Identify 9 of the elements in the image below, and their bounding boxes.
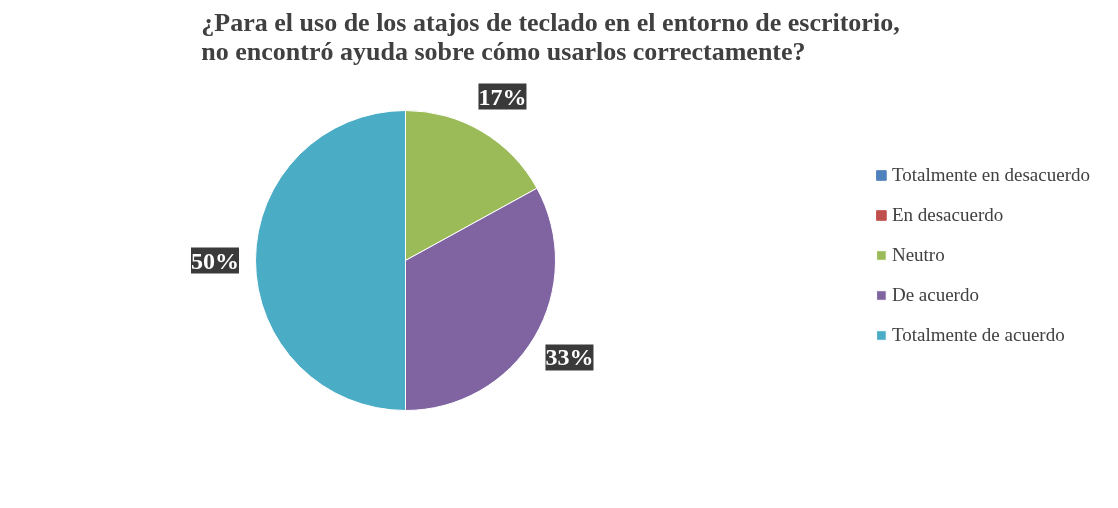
legend-label: Totalmente de acuerdo <box>891 324 1065 346</box>
legend-label: En desacuerdo <box>891 204 1004 226</box>
legend-label: De acuerdo <box>891 284 979 306</box>
legend-label: Totalmente en desacuerdo <box>891 164 1090 186</box>
data-label: 50% <box>191 247 239 274</box>
data-label: 33% <box>545 344 594 371</box>
legend-label: Neutro <box>891 244 945 266</box>
data-label: 17% <box>478 83 527 110</box>
chart-title: ¿Para el uso de los atajos de teclado en el entorno de escritorio, no encontró ayuda sobre cómo usarlos correctamente? <box>201 7 900 66</box>
